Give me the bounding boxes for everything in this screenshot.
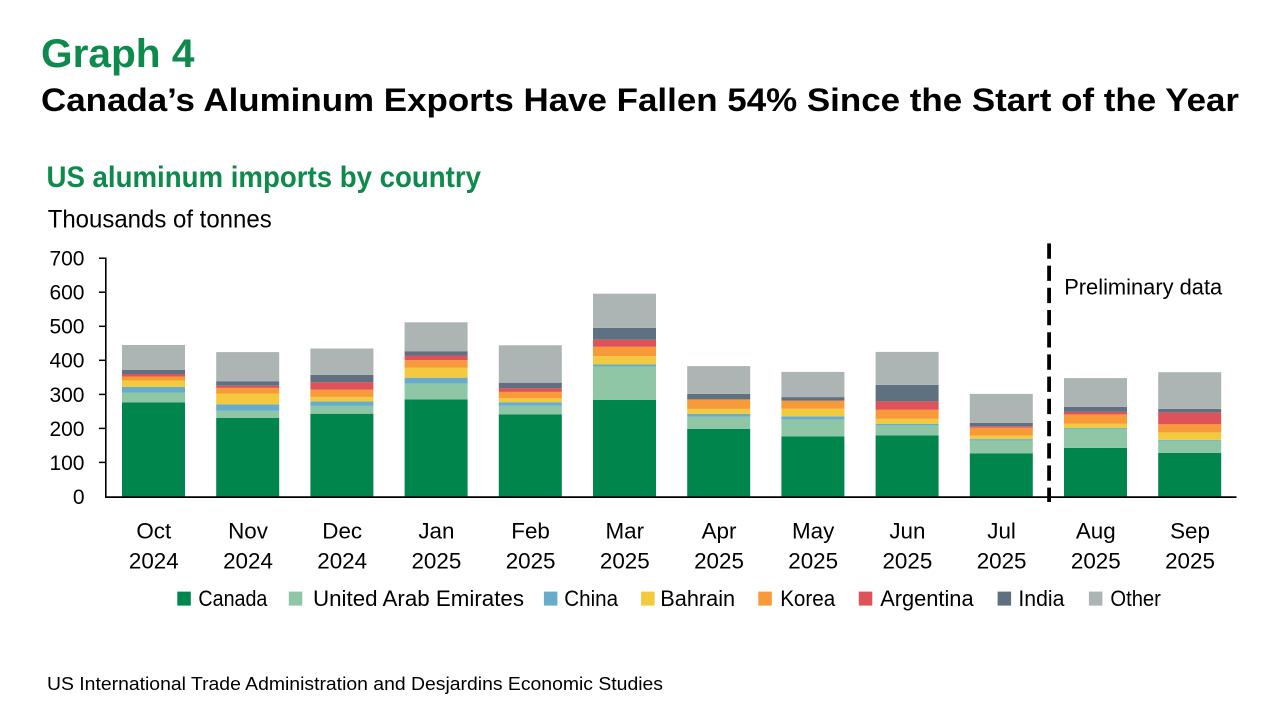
svg-text:2025: 2025 [788,549,838,574]
svg-text:2025: 2025 [506,549,556,574]
svg-text:Thousands of tonnes: Thousands of tonnes [48,205,272,233]
svg-text:Other: Other [1110,586,1161,611]
svg-text:Jun: Jun [889,518,925,543]
svg-text:China: China [564,586,618,611]
svg-text:US aluminum imports by country: US aluminum imports by country [47,161,482,194]
svg-text:200: 200 [49,418,84,441]
svg-text:2025: 2025 [882,549,932,574]
svg-text:Preliminary data: Preliminary data [1064,275,1223,300]
svg-text:400: 400 [49,350,84,373]
svg-text:2025: 2025 [977,549,1027,574]
svg-text:500: 500 [49,316,84,339]
svg-text:0: 0 [73,486,85,509]
svg-text:United Arab Emirates: United Arab Emirates [313,586,524,611]
svg-text:2025: 2025 [600,549,650,574]
svg-text:Graph 4: Graph 4 [41,32,195,76]
svg-text:Korea: Korea [780,586,836,611]
svg-text:Oct: Oct [136,518,172,543]
svg-text:700: 700 [49,248,84,271]
svg-text:Bahrain: Bahrain [660,586,735,611]
svg-text:Sep: Sep [1170,518,1210,543]
svg-text:Jan: Jan [418,518,454,543]
svg-text:2024: 2024 [129,549,179,574]
svg-text:Mar: Mar [606,518,645,543]
svg-text:300: 300 [49,384,84,407]
svg-text:Dec: Dec [322,518,362,543]
svg-text:Argentina: Argentina [880,586,974,611]
svg-text:600: 600 [49,282,84,305]
svg-text:2025: 2025 [1165,549,1215,574]
svg-text:Jul: Jul [987,518,1016,543]
svg-text:2025: 2025 [1071,549,1121,574]
svg-text:2024: 2024 [223,549,273,574]
svg-text:Apr: Apr [702,518,737,543]
svg-text:India: India [1018,586,1065,611]
svg-text:US International Trade Adminis: US International Trade Administration an… [47,674,663,694]
svg-text:May: May [792,518,835,543]
svg-text:2025: 2025 [694,549,744,574]
svg-text:Aug: Aug [1076,518,1116,543]
svg-text:Feb: Feb [511,518,550,543]
svg-text:100: 100 [49,452,84,475]
svg-text:Canada’s Aluminum Exports Have: Canada’s Aluminum Exports Have Fallen 54… [41,82,1239,118]
svg-text:2024: 2024 [317,549,367,574]
svg-text:2025: 2025 [411,549,461,574]
svg-text:Canada: Canada [198,586,267,611]
svg-text:Nov: Nov [228,518,269,543]
